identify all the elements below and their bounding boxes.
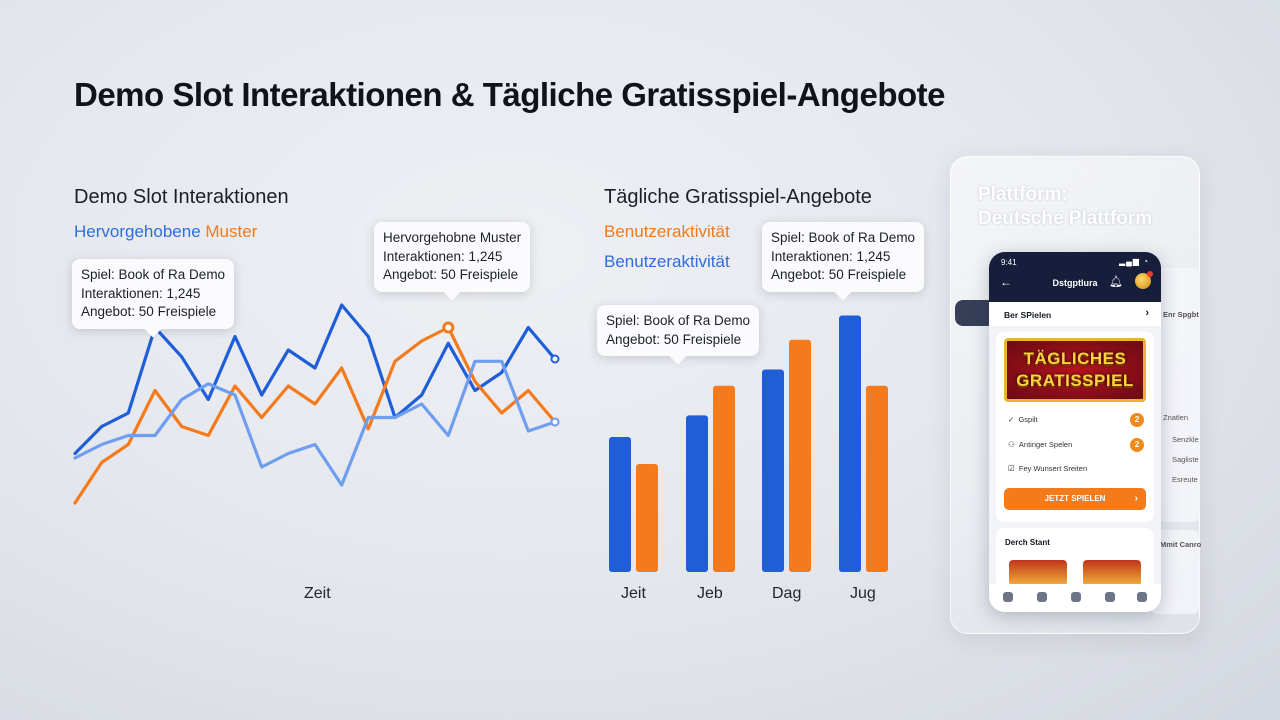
bar-jug-1 bbox=[839, 315, 861, 572]
tooltip-line: Angebot: 50 Freispiele bbox=[606, 331, 742, 347]
line-end-point bbox=[550, 354, 560, 364]
side-item: Sagliste bbox=[1172, 455, 1199, 464]
bar-jeit-2 bbox=[636, 464, 658, 572]
bar-legend-blue: Benutzeraktivität bbox=[604, 252, 730, 271]
phone-header: 9:41 ▂▄▆ ◔ ← Dstgptlura 🔔︎ bbox=[989, 252, 1161, 302]
check-item[interactable]: ✓ Gspilt bbox=[1008, 415, 1038, 424]
line-series-3 bbox=[73, 359, 557, 487]
bottom-nav bbox=[989, 584, 1161, 612]
chevron-right-icon: › bbox=[1145, 307, 1149, 319]
platform-title: Plattform: Deutsche Plattform bbox=[978, 183, 1152, 231]
bar-category-label: Jeb bbox=[697, 585, 723, 602]
chat-icon[interactable] bbox=[1037, 592, 1047, 602]
notification-dot bbox=[1147, 271, 1153, 277]
tooltip-line: Angebot: 50 Freispiele bbox=[81, 304, 217, 319]
status-icons: ▂▄▆ ◔ bbox=[1118, 257, 1149, 266]
line-series-2 bbox=[73, 325, 557, 505]
game-list-card: Derch Stant bbox=[996, 528, 1154, 588]
bar-tooltip-1: Spiel: Book of Ra Demo Angebot: 50 Freis… bbox=[597, 305, 760, 356]
tooltip-line: Interaktionen: 1,245 bbox=[383, 248, 503, 264]
banner-line: TÄGLICHES bbox=[1023, 349, 1127, 368]
tooltip-line: Interaktionen: 1,245 bbox=[771, 248, 891, 264]
section-title: Derch Stant bbox=[1005, 538, 1050, 547]
app-name: Dstgptlura bbox=[1052, 278, 1098, 288]
tooltip-line: Spiel: Book of Ra Demo bbox=[771, 230, 916, 245]
bar-category-label: Jug bbox=[850, 585, 876, 602]
line-tooltip-2: Hervorgehobne Muster Interaktionen: 1,24… bbox=[374, 222, 531, 292]
edit-item-label: Fey Wunsert Sreiten bbox=[1018, 464, 1088, 473]
home-icon[interactable] bbox=[1003, 592, 1013, 602]
play-now-button[interactable]: JETZT SPIELEN › bbox=[1004, 488, 1146, 510]
platform-title-line: Deutsche Plattform bbox=[978, 208, 1153, 229]
play-now-label: JETZT SPIELEN bbox=[1044, 494, 1106, 503]
slot-thumbnail[interactable] bbox=[1009, 560, 1067, 586]
daily-spin-card: TÄGLICHES GRATISSPIEL ✓ Gspilt 2 ⚇ Antin… bbox=[996, 332, 1154, 522]
wallet-icon[interactable] bbox=[1071, 592, 1081, 602]
bar-jeb-2 bbox=[713, 385, 735, 572]
tooltip-line: Spiel: Book of Ra Demo bbox=[606, 313, 751, 328]
bar-dag-2 bbox=[789, 339, 811, 572]
tooltip-line: Hervorgehobne Muster bbox=[383, 230, 522, 245]
bar-tooltip-2: Spiel: Book of Ra Demo Interaktionen: 1,… bbox=[762, 222, 925, 292]
item-badge: 2 bbox=[1130, 413, 1144, 427]
play-row[interactable]: Ber SPielen › bbox=[989, 302, 1161, 326]
line-end-point bbox=[550, 417, 560, 427]
bell-nav-icon[interactable] bbox=[1105, 592, 1115, 602]
banner-line: GRATISSPIEL bbox=[1016, 371, 1134, 390]
bar-jeit-1 bbox=[609, 437, 631, 572]
bar-category-label: Jeit bbox=[621, 585, 646, 602]
profile-icon[interactable] bbox=[1137, 592, 1147, 602]
side-item: Znatlen bbox=[1163, 413, 1189, 422]
play-row-label: Ber SPielen bbox=[1004, 310, 1052, 320]
page-title: Demo Slot Interaktionen & Tägliche Grati… bbox=[74, 76, 945, 113]
item-badge: 2 bbox=[1130, 438, 1144, 452]
user-item-label: Antinger Spelen bbox=[1018, 440, 1073, 449]
coin-avatar-icon[interactable] bbox=[1135, 273, 1151, 289]
legend-suffix: Muster bbox=[205, 222, 258, 241]
bar-legend-orange: Benutzeraktivität bbox=[604, 222, 730, 241]
tooltip-line: Interaktionen: 1,245 bbox=[81, 285, 201, 301]
user-item[interactable]: ⚇ Antinger Spelen bbox=[1008, 440, 1073, 449]
tooltip-line: Spiel: Book of Ra Demo bbox=[81, 267, 226, 282]
bar-dag-1 bbox=[762, 369, 784, 572]
side-item: Senzkle bbox=[1172, 435, 1199, 444]
side-item: Esreute bbox=[1172, 475, 1198, 484]
phone-mockup: 9:41 ▂▄▆ ◔ ← Dstgptlura 🔔︎ Ber SPielen ›… bbox=[989, 252, 1161, 612]
background-row bbox=[955, 300, 995, 326]
highlight-point bbox=[442, 321, 455, 334]
chevron-right-icon: › bbox=[1134, 493, 1138, 504]
edit-item[interactable]: ☑ Fey Wunsert Sreiten bbox=[1008, 464, 1088, 473]
line-chart-title: Demo Slot Interaktionen bbox=[74, 186, 289, 208]
daily-spin-banner: TÄGLICHES GRATISSPIEL bbox=[1004, 338, 1146, 402]
bar-category-label: Dag bbox=[772, 585, 802, 602]
line-chart-xlabel: Zeit bbox=[304, 585, 331, 602]
status-time: 9:41 bbox=[1001, 258, 1017, 267]
slot-thumbnail[interactable] bbox=[1083, 560, 1141, 586]
line-chart-legend: Hervorgehobene Muster bbox=[74, 222, 257, 242]
bell-icon[interactable]: 🔔︎ bbox=[1109, 276, 1123, 288]
side-header: Enr Spgbt bbox=[1163, 310, 1199, 319]
back-arrow-icon[interactable]: ← bbox=[1000, 275, 1012, 289]
platform-title-line: Plattform: bbox=[978, 184, 1068, 205]
line-tooltip-1: Spiel: Book of Ra Demo Interaktionen: 1,… bbox=[72, 259, 235, 329]
tooltip-line: Angebot: 50 Freispiele bbox=[771, 267, 907, 282]
bar-jeb-1 bbox=[686, 415, 708, 572]
legend-prefix: Hervorgehobene bbox=[74, 222, 201, 241]
check-item-label: Gspilt bbox=[1018, 415, 1038, 424]
bar-chart-title: Tägliche Gratisspiel-Angebote bbox=[604, 186, 872, 208]
tooltip-line: Angebot: 50 Freispiele bbox=[383, 267, 519, 282]
bar-jug-2 bbox=[866, 385, 888, 572]
side-header: Mmit Canro bbox=[1160, 540, 1202, 549]
